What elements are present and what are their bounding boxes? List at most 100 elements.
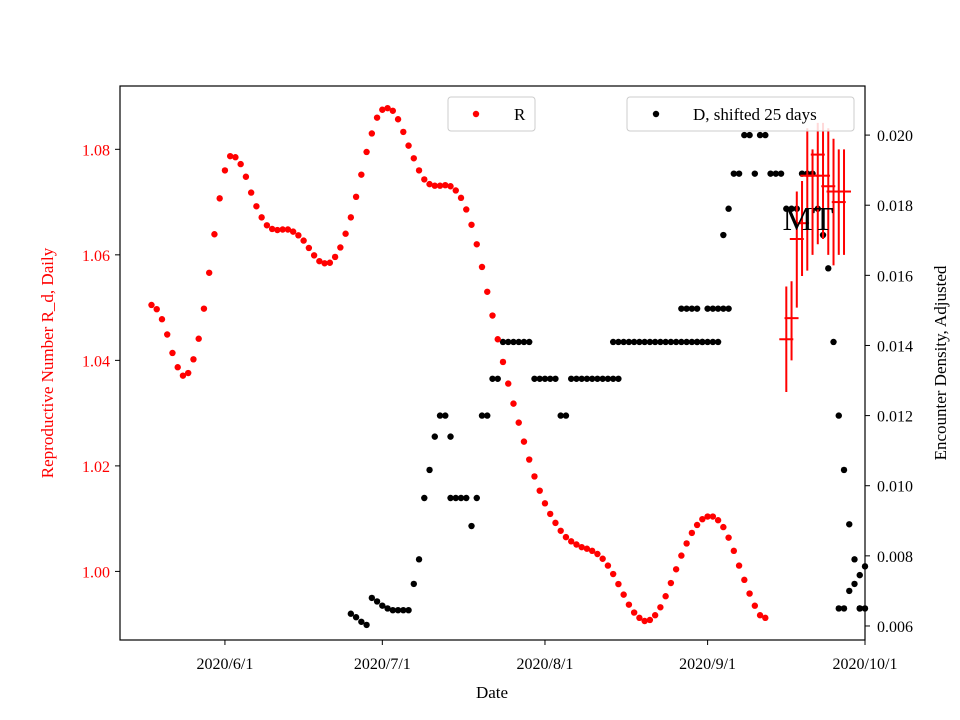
r-point — [352, 193, 360, 200]
legend-r-marker — [472, 110, 480, 118]
d-point — [856, 571, 863, 579]
d-point — [657, 338, 664, 346]
r-point — [331, 253, 339, 261]
left-tick-label: 1.02 — [82, 459, 110, 476]
d-point — [651, 338, 659, 346]
r-point — [415, 167, 423, 174]
r-point — [630, 609, 638, 616]
errorbar-marks — [779, 122, 852, 393]
d-point — [520, 338, 528, 346]
r-point — [463, 206, 470, 213]
r-point — [421, 176, 428, 183]
d-point — [557, 412, 564, 419]
r-point — [641, 617, 648, 625]
legend-d-label: D, shifted 25 days — [693, 105, 817, 124]
r-point — [547, 510, 554, 518]
r-point — [185, 369, 192, 377]
d-point — [709, 305, 717, 312]
d-point — [536, 375, 543, 382]
d-point — [625, 338, 633, 346]
d-point — [373, 598, 381, 605]
r-point — [169, 349, 176, 357]
r-point — [651, 612, 659, 619]
r-point — [541, 500, 549, 507]
d-point — [709, 338, 717, 346]
d-point — [394, 606, 402, 614]
r-point — [447, 183, 454, 190]
r-point — [431, 182, 438, 189]
r-point — [683, 540, 690, 547]
d-point — [489, 375, 496, 382]
r-point — [625, 601, 633, 608]
r-point — [720, 523, 727, 531]
x-tick-label: 2020/10/1 — [833, 656, 898, 673]
r-point — [667, 579, 675, 587]
r-point — [426, 180, 433, 188]
d-point — [436, 412, 444, 419]
x-axis-label: Date — [476, 683, 508, 702]
r-point — [657, 604, 664, 611]
r-point — [289, 228, 297, 235]
d-point — [379, 602, 386, 609]
d-point — [478, 412, 486, 419]
d-point — [352, 614, 360, 621]
r-point — [410, 155, 418, 162]
d-point — [693, 338, 701, 346]
d-point — [431, 433, 438, 440]
r-point — [405, 142, 412, 149]
r-point — [263, 222, 271, 229]
r-point — [714, 517, 722, 524]
legend-d: D, shifted 25 days — [626, 96, 855, 132]
r-point — [536, 487, 543, 494]
errorbar-point — [784, 281, 799, 361]
r-point — [552, 519, 559, 527]
r-point — [557, 527, 564, 534]
r-point — [237, 160, 244, 168]
r-point — [342, 230, 349, 237]
r-point — [164, 331, 171, 338]
r-point — [662, 593, 669, 600]
d-point — [693, 305, 701, 312]
r-point — [274, 226, 281, 234]
d-point — [447, 433, 454, 440]
r-point — [268, 225, 276, 233]
r-point — [226, 152, 234, 160]
right-tick-label: 0.012 — [877, 409, 913, 426]
d-point — [594, 375, 601, 382]
right-tick-label: 0.020 — [877, 128, 913, 145]
d-point — [505, 338, 512, 346]
d-point — [851, 556, 858, 563]
left-tick-label: 1.08 — [82, 142, 110, 159]
r-point — [179, 372, 187, 379]
r-point — [515, 419, 522, 426]
r-point — [457, 194, 465, 202]
r-point — [599, 555, 606, 562]
d-point — [741, 131, 748, 139]
d-point — [620, 338, 627, 346]
r-point — [730, 547, 738, 555]
d-point — [405, 606, 412, 614]
r-point — [379, 106, 386, 113]
d-point — [751, 170, 759, 177]
d-point — [678, 305, 685, 312]
r-point — [216, 195, 223, 202]
r-point — [505, 380, 512, 387]
d-point — [846, 521, 853, 528]
d-point — [688, 338, 696, 346]
d-point — [630, 338, 638, 346]
r-point — [489, 312, 496, 319]
d-point — [714, 305, 722, 312]
d-point — [389, 606, 397, 614]
d-point — [583, 375, 591, 382]
d-point — [636, 338, 643, 346]
r-point — [478, 263, 486, 271]
legend-r-label: R — [514, 105, 526, 124]
r-point — [373, 114, 381, 121]
d-point — [688, 305, 696, 312]
r-point — [384, 104, 391, 112]
d-point — [615, 375, 622, 382]
d-point — [526, 338, 533, 346]
d-point — [515, 338, 522, 346]
r-point — [473, 241, 480, 248]
d-point — [641, 338, 648, 346]
